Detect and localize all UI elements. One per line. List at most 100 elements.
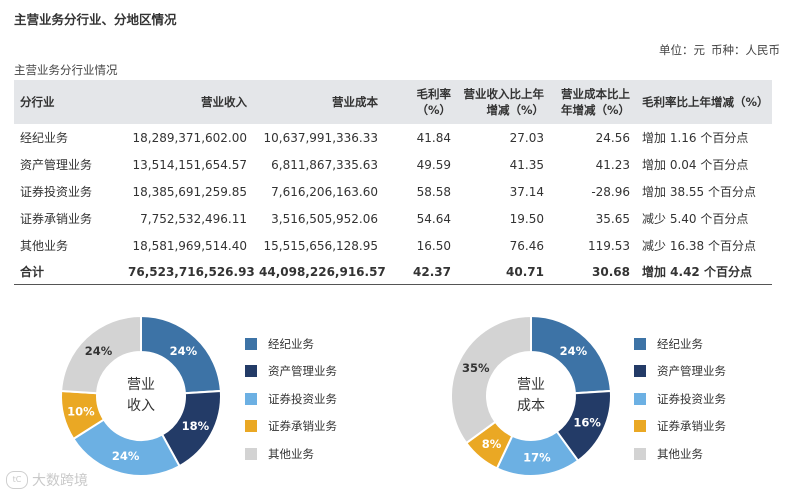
watermark-logo-icon: tC bbox=[6, 471, 28, 489]
header-revenue-change: 营业收入比上年增减（%） bbox=[463, 87, 545, 117]
unit-label: 单位：元 bbox=[659, 43, 705, 57]
cell-cost: 3,516,505,952.06 bbox=[271, 211, 378, 226]
cost-slice-label-2: 16% bbox=[573, 415, 601, 429]
cost-donut-svg: 24% 16% 17% 8% 35% bbox=[450, 314, 612, 477]
watermark: tC 大数跨境 bbox=[6, 470, 88, 490]
legend-item: 经纪业务 bbox=[245, 330, 337, 358]
revenue-donut-chart: 24% 18% 24% 10% 24% 营业 收入 bbox=[60, 314, 222, 477]
legend-item: 证券承销业务 bbox=[245, 413, 337, 441]
cell-industry: 证券投资业务 bbox=[20, 185, 93, 199]
legend-swatch bbox=[634, 337, 646, 350]
cost-slice-label-4: 8% bbox=[482, 437, 502, 451]
revenue-slice-label-2: 18% bbox=[182, 419, 210, 433]
header-industry: 分行业 bbox=[20, 95, 55, 109]
legend-item: 其他业务 bbox=[245, 440, 337, 468]
total-cost: 44,098,226,916.57 bbox=[253, 259, 386, 285]
cell-industry: 证券承销业务 bbox=[20, 212, 93, 226]
legend-label: 资产管理业务 bbox=[268, 364, 337, 379]
cell-revenue: 18,385,691,259.85 bbox=[132, 184, 247, 199]
revenue-center-label: 营业 收入 bbox=[101, 375, 181, 417]
revenue-donut-svg: 24% 18% 24% 10% 24% bbox=[60, 314, 222, 477]
cost-slice-label-5: 35% bbox=[462, 361, 490, 375]
cell-revenue: 7,752,532,496.11 bbox=[140, 211, 247, 226]
revenue-slice-label-1: 24% bbox=[170, 344, 198, 358]
legend-swatch bbox=[245, 392, 257, 405]
cell-revenue-change: 27.03 bbox=[509, 130, 544, 145]
cost-center-label: 营业 成本 bbox=[491, 375, 571, 417]
cell-margin: 16.50 bbox=[416, 238, 451, 253]
cell-cost: 10,637,991,336.33 bbox=[263, 130, 378, 145]
cell-margin-change: 减少 16.38 个百分点 bbox=[642, 239, 756, 253]
legend-item: 证券承销业务 bbox=[634, 413, 726, 441]
header-margin-change: 毛利率比上年增减（%） bbox=[642, 95, 769, 109]
cost-donut-chart: 24% 16% 17% 8% 35% 营业 成本 bbox=[450, 314, 612, 477]
cell-margin: 58.58 bbox=[416, 184, 451, 199]
cell-industry: 其他业务 bbox=[20, 239, 69, 253]
cell-margin-change: 减少 5.40 个百分点 bbox=[642, 212, 749, 226]
cell-margin-change: 增加 38.55 个百分点 bbox=[642, 185, 756, 199]
total-margin-change: 增加 4.42 个百分点 bbox=[636, 259, 772, 285]
cell-revenue-change: 19.50 bbox=[509, 211, 544, 226]
cost-slice-label-1: 24% bbox=[560, 344, 588, 358]
cell-cost-change: 119.53 bbox=[588, 238, 630, 253]
revenue-slice-5 bbox=[60, 314, 142, 395]
legend-label: 其他业务 bbox=[268, 446, 314, 461]
legend-label: 资产管理业务 bbox=[657, 364, 726, 379]
legend-swatch bbox=[634, 420, 646, 433]
revenue-slice-label-4: 10% bbox=[67, 404, 95, 418]
revenue-center-line2: 收入 bbox=[127, 398, 155, 414]
cell-revenue: 18,289,371,602.00 bbox=[132, 130, 247, 145]
cost-slice-label-3: 17% bbox=[523, 451, 551, 465]
legend-item: 证券投资业务 bbox=[245, 385, 337, 413]
table-subtitle: 主营业务分行业情况 bbox=[14, 63, 118, 77]
total-label: 合计 bbox=[14, 259, 122, 285]
legend-swatch bbox=[245, 365, 257, 378]
table-row: 资产管理业务 13,514,151,654.57 6,811,867,335.6… bbox=[14, 151, 772, 178]
legend-swatch bbox=[245, 337, 257, 350]
total-revenue: 76,523,716,526.93 bbox=[122, 259, 255, 285]
cell-cost: 6,811,867,335.63 bbox=[271, 157, 378, 172]
cell-cost: 7,616,206,163.60 bbox=[271, 184, 378, 199]
header-revenue: 营业收入 bbox=[201, 95, 247, 109]
section-title: 主营业务分行业、分地区情况 bbox=[14, 12, 177, 27]
cell-revenue: 13,514,151,654.57 bbox=[132, 157, 247, 172]
cell-revenue-change: 76.46 bbox=[509, 238, 544, 253]
legend-item: 资产管理业务 bbox=[245, 358, 337, 386]
cell-margin: 49.59 bbox=[416, 157, 451, 172]
header-margin: 毛利率（%） bbox=[416, 87, 451, 117]
cell-revenue-change: 37.14 bbox=[509, 184, 544, 199]
legend-swatch bbox=[245, 420, 257, 433]
legend-label: 证券投资业务 bbox=[268, 391, 337, 406]
cell-industry: 经纪业务 bbox=[20, 131, 69, 145]
header-cost: 营业成本 bbox=[332, 95, 378, 109]
cost-center-line1: 营业 bbox=[517, 377, 545, 393]
legend-item: 证券投资业务 bbox=[634, 385, 726, 413]
legend-swatch bbox=[634, 365, 646, 378]
cell-cost-change: 41.23 bbox=[595, 157, 630, 172]
industry-table: 分行业 营业收入 营业成本 毛利率（%） 营业收入比上年增减（%） 营业成本比上… bbox=[14, 80, 772, 285]
revenue-slice-label-5: 24% bbox=[85, 344, 113, 358]
currency-label: 币种：人民币 bbox=[711, 43, 780, 57]
cell-margin-change: 增加 0.04 个百分点 bbox=[642, 158, 749, 172]
revenue-slice-label-3: 24% bbox=[112, 449, 140, 463]
revenue-center-line1: 营业 bbox=[127, 377, 155, 393]
legend-item: 资产管理业务 bbox=[634, 358, 726, 386]
cell-cost-change: -28.96 bbox=[591, 184, 630, 199]
cell-cost: 15,515,656,128.95 bbox=[263, 238, 378, 253]
legend-label: 证券承销业务 bbox=[657, 419, 726, 434]
legend-label: 其他业务 bbox=[657, 446, 703, 461]
cell-margin: 41.84 bbox=[416, 130, 451, 145]
cell-cost-change: 35.65 bbox=[595, 211, 630, 226]
cost-legend: 经纪业务 资产管理业务 证券投资业务 证券承销业务 其他业务 bbox=[634, 330, 726, 468]
legend-item: 经纪业务 bbox=[634, 330, 726, 358]
table-row: 证券承销业务 7,752,532,496.11 3,516,505,952.06… bbox=[14, 205, 772, 232]
table-row: 其他业务 18,581,969,514.40 15,515,656,128.95… bbox=[14, 232, 772, 259]
watermark-text: 大数跨境 bbox=[32, 473, 88, 489]
legend-swatch bbox=[634, 447, 646, 460]
cost-center-line2: 成本 bbox=[517, 398, 545, 414]
cell-cost-change: 24.56 bbox=[595, 130, 630, 145]
total-cost-change: 30.68 bbox=[550, 259, 636, 285]
legend-swatch bbox=[634, 392, 646, 405]
cell-margin: 54.64 bbox=[416, 211, 451, 226]
cell-industry: 资产管理业务 bbox=[20, 158, 93, 172]
